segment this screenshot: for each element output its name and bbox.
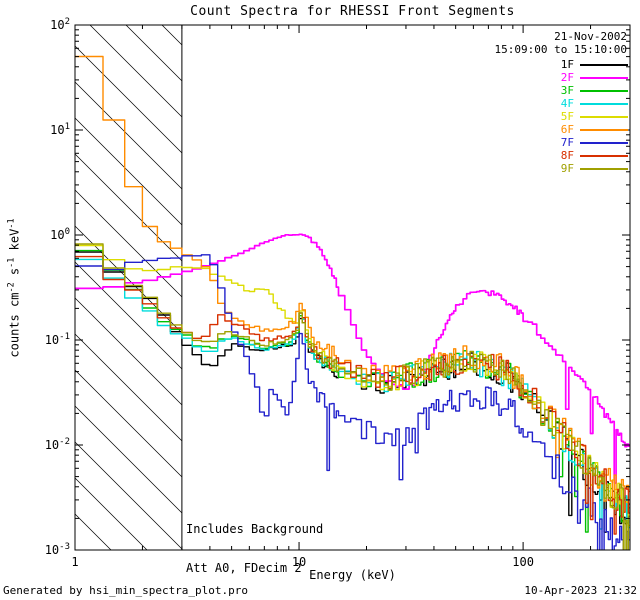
series-4F [75,258,630,530]
observation-date: 21-Nov-2002 [554,30,627,43]
note-attenuator: Att A0, FDecim 2 [186,561,302,575]
series-7F [75,254,630,550]
series-group [75,55,630,550]
legend-line-swatch [580,141,628,144]
legend-line-swatch [580,128,628,131]
axis-tick-labels: 10-3 10-2 10-1 100 101 102 1 10 100 [45,17,534,569]
x-tick-label: 100 [512,555,534,569]
y-tick-label: 10-3 [45,542,70,557]
legend-item-9F: 9F [561,162,628,175]
legend-line-swatch [580,76,628,79]
legend-line-swatch [580,89,628,92]
series-9F [75,243,630,550]
legend-line-swatch [580,167,628,170]
plot-frame [74,24,631,551]
observation-time-range: 15:09:00 to 15:10:00 [494,43,627,56]
legend-label: 5F [560,110,574,123]
legend-label: 6F [560,123,574,136]
x-tick-label: 1 [71,555,78,569]
y-axis-label: counts cm-2 s-1 keV-1 [6,218,22,358]
x-axis-label: Energy (keV) [309,568,396,582]
axis-ticks [74,24,631,551]
legend-label: 7F [560,136,574,149]
series-5F [75,244,630,527]
legend-label: 1F [560,58,574,71]
legend-label: 8F [560,149,574,162]
legend-item-6F: 6F [561,123,628,136]
series-1F [75,251,630,533]
series-3F [75,249,630,533]
footer-timestamp: 10-Apr-2023 21:32 [524,584,637,597]
legend-item-7F: 7F [561,136,628,149]
note-background: Includes Background [186,522,324,536]
y-tick-label: 102 [50,17,70,32]
legend-item-1F: 1F [561,58,628,71]
y-tick-label: 101 [50,122,70,137]
legend-item-4F: 4F [561,97,628,110]
y-tick-label: 100 [50,227,70,242]
plot-notes: Includes Background Att A0, FDecim 2 [186,497,323,600]
legend-line-swatch [580,115,628,118]
legend-item-3F: 3F [561,84,628,97]
series-2F [75,233,630,484]
legend-line-swatch [580,154,628,157]
legend-line-swatch [580,102,628,105]
page-title: Count Spectra for RHESSI Front Segments [190,4,515,19]
legend-item-5F: 5F [561,110,628,123]
legend-label: 4F [560,97,574,110]
legend-label: 2F [560,71,574,84]
legend-label: 3F [560,84,574,97]
x-tick-label: 10 [292,555,306,569]
legend-label: 9F [560,162,574,175]
legend-item-8F: 8F [561,149,628,162]
legend-item-2F: 2F [561,71,628,84]
y-tick-label: 10-2 [45,437,70,452]
series-8F [75,255,630,535]
y-tick-label: 10-1 [45,332,70,347]
footer-generator: Generated by hsi_min_spectra_plot.pro [3,584,249,597]
legend-line-swatch [580,63,628,66]
hatch-region [75,25,182,550]
legend: 1F 2F 3F 4F 5F 6F 7F 8F 9F [561,58,628,175]
